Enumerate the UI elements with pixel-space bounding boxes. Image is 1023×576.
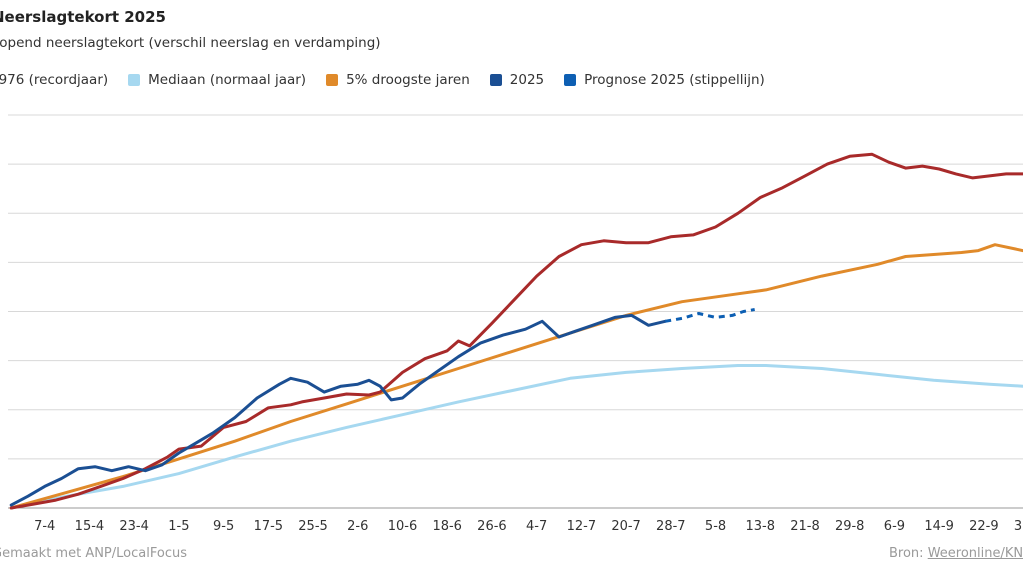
x-tick-label: 6-9 — [884, 519, 905, 534]
series-line-5-droogste-jaren[interactable] — [9, 243, 1023, 510]
x-tick-label: 4-7 — [526, 519, 547, 534]
x-tick-label: 13-8 — [746, 519, 776, 534]
x-tick-label: 20-7 — [611, 519, 641, 534]
x-tick-label: 10-6 — [388, 519, 418, 534]
legend-swatch-median — [128, 74, 141, 86]
x-tick-label: 17-5 — [254, 519, 284, 534]
series-line-mediaan-normaal-jaar[interactable] — [9, 364, 1023, 510]
legend-label-2025: 2025 — [509, 72, 545, 88]
footer-source-prefix: Bron: — [889, 546, 924, 561]
footer-source: Bron: Weeronline/KNMI — [889, 546, 1023, 561]
chart-title: Neerslagtekort 2025 — [0, 8, 166, 26]
x-tick-label: 26-6 — [477, 519, 507, 534]
legend-item-forecast[interactable]: Prognose 2025 (stippellijn) — [564, 72, 765, 88]
chart-series — [9, 152, 1023, 510]
chart-legend: 1976 (recordjaar) Mediaan (normaal jaar)… — [0, 71, 785, 89]
x-tick-label: 14-9 — [924, 519, 954, 534]
legend-item-2025[interactable]: 2025 — [489, 72, 545, 88]
footer-source-link[interactable]: Weeronline/KNMI — [927, 546, 1023, 561]
legend-label-median: Mediaan (normaal jaar) — [148, 72, 307, 88]
x-tick-label: 9-5 — [213, 519, 234, 534]
x-tick-label: 30-9 — [1014, 519, 1023, 534]
legend-item-driest[interactable]: 5% droogste jaren — [326, 72, 470, 88]
x-axis-ticks: 7-4 15-4 23-4 1-5 9-5 17-5 25-5 2-6 10-6 18-6 26-6… — [34, 519, 1023, 534]
series-line-2025[interactable] — [9, 313, 667, 507]
x-tick-label: 1-5 — [168, 519, 189, 534]
legend-label-driest: 5% droogste jaren — [346, 72, 470, 88]
x-tick-label: 12-7 — [567, 519, 597, 534]
legend-item-median[interactable]: Mediaan (normaal jaar) — [128, 72, 306, 88]
legend-item-1976[interactable]: 1976 (recordjaar) — [0, 72, 108, 88]
x-tick-label: 22-9 — [969, 519, 999, 534]
series-line-prognose-2025-stippellijn[interactable] — [664, 308, 755, 323]
chart-subtitle: Lopend neerslagtekort (verschil neerslag… — [0, 35, 381, 51]
legend-swatch-forecast — [564, 74, 577, 86]
x-tick-label: 7-4 — [34, 519, 55, 534]
x-tick-label: 28-7 — [656, 519, 686, 534]
footer-credit: Gemaakt met ANP/LocalFocus — [0, 546, 187, 561]
x-tick-label: 5-8 — [705, 519, 726, 534]
x-tick-label: 21-8 — [790, 519, 820, 534]
legend-swatch-2025 — [489, 74, 502, 86]
x-tick-label: 18-6 — [432, 519, 462, 534]
legend-label-forecast: Prognose 2025 (stippellijn) — [584, 72, 765, 88]
x-tick-label: 25-5 — [298, 519, 328, 534]
chart-gridlines — [8, 114, 1023, 509]
legend-swatch-driest — [326, 74, 339, 86]
legend-label-1976: 1976 (recordjaar) — [0, 72, 109, 88]
x-tick-label: 15-4 — [75, 519, 105, 534]
x-tick-label: 23-4 — [119, 519, 149, 534]
x-tick-label: 2-6 — [347, 519, 368, 534]
x-tick-label: 29-8 — [835, 519, 865, 534]
